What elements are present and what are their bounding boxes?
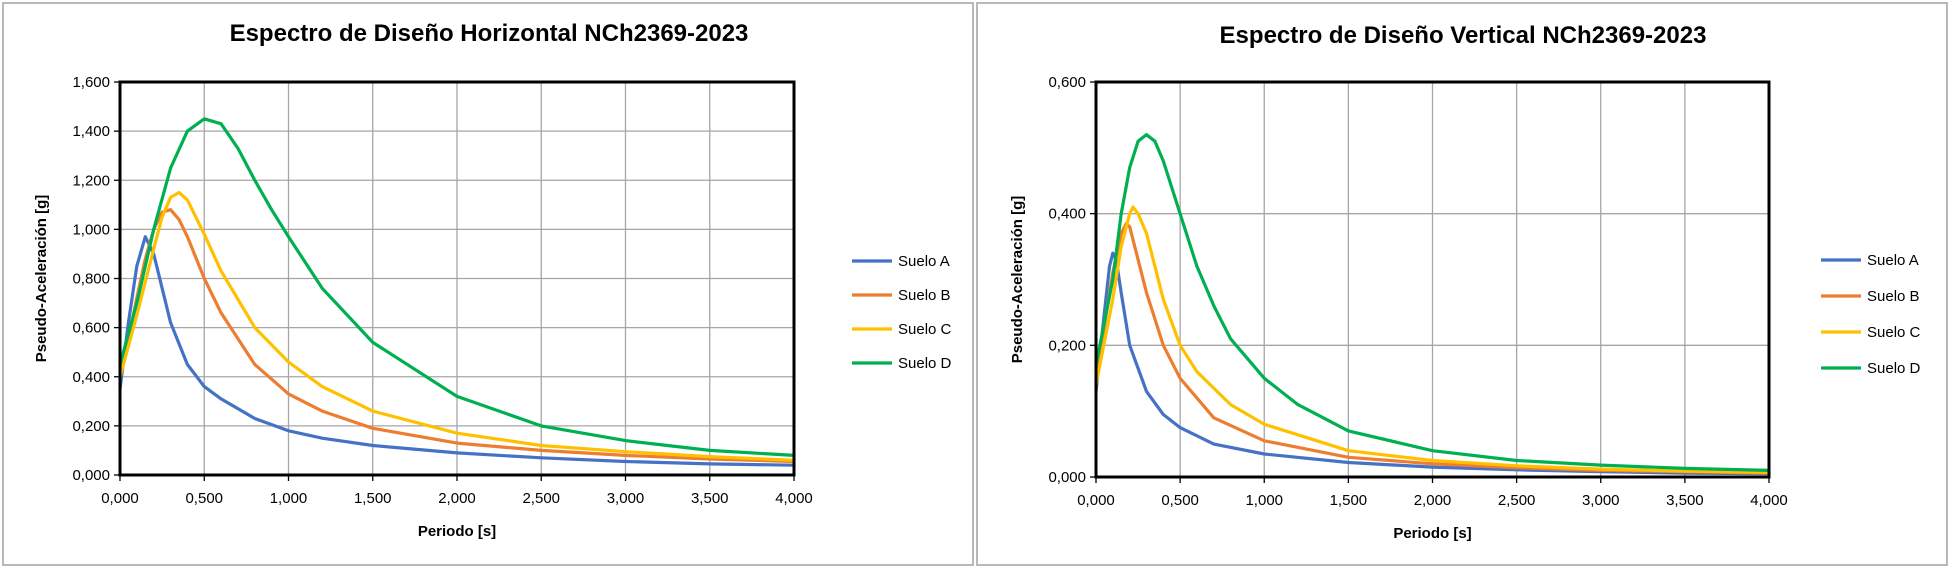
- legend-label-suelo-a: Suelo A: [898, 253, 950, 270]
- y-tick-label: 0,800: [72, 271, 110, 288]
- series-lines: [1094, 133, 1771, 476]
- y-tick-label: 1,400: [72, 123, 110, 140]
- series-line-suelo-d: [118, 117, 796, 457]
- y-tick-label: 0,000: [1048, 469, 1086, 486]
- plot-frame: [1094, 80, 1771, 479]
- series-lines: [118, 117, 796, 467]
- legend-label-suelo-b: Suelo B: [898, 287, 951, 304]
- y-tick-label: 1,600: [72, 74, 110, 91]
- x-tick-label: 0,500: [1161, 492, 1199, 509]
- series-line-suelo-a: [118, 235, 796, 467]
- x-tick-label: 0,000: [1077, 492, 1115, 509]
- vertical-spectrum-panel: Espectro de Diseño Vertical NCh2369-2023…: [976, 2, 1948, 566]
- horizontal-spectrum-chart: Espectro de Diseño Horizontal NCh2369-20…: [33, 20, 952, 540]
- series-line-suelo-b: [1094, 221, 1771, 475]
- y-tick-label: 0,400: [1048, 206, 1086, 223]
- series-line-suelo-a: [1094, 251, 1771, 476]
- x-tick-label: 1,500: [1330, 492, 1368, 509]
- x-axis-label: Periodo [s]: [1393, 525, 1471, 542]
- x-tick-label: 3,500: [691, 490, 729, 507]
- gridlines: [1090, 81, 1770, 483]
- x-tick-label: 2,500: [1498, 492, 1536, 509]
- x-tick-label: 3,000: [1582, 492, 1620, 509]
- horizontal-spectrum-panel: Espectro de Diseño Horizontal NCh2369-20…: [2, 2, 974, 566]
- legend-label-suelo-c: Suelo C: [898, 321, 952, 338]
- chart-title: Espectro de Diseño Horizontal NCh2369-20…: [230, 20, 749, 47]
- y-tick-label: 0,200: [72, 418, 110, 435]
- gridlines: [114, 81, 795, 481]
- x-tick-label: 4,000: [775, 490, 813, 507]
- tick-labels: 0,000 0,500 1,000 1,500 2,000 2,500 3,000 3,500…: [1048, 74, 1787, 509]
- plot-frame: [118, 80, 796, 477]
- legend-label-suelo-b: Suelo B: [1867, 288, 1920, 305]
- y-tick-label: 0,600: [1048, 74, 1086, 91]
- y-axis-label: Pseudo-Aceleración [g]: [33, 195, 50, 363]
- x-tick-label: 3,000: [607, 490, 645, 507]
- y-tick-label: 0,400: [72, 369, 110, 386]
- x-tick-label: 2,000: [1414, 492, 1452, 509]
- series-line-suelo-c: [118, 190, 796, 462]
- chart-title: Espectro de Diseño Vertical NCh2369-2023: [1220, 22, 1707, 49]
- tick-labels: 0,000 0,500 1,000 1,500 2,000 2,500 3,000 3,500…: [72, 74, 812, 507]
- x-tick-label: 1,000: [270, 490, 308, 507]
- legend: Suelo A Suelo B Suelo C Suelo D: [1821, 252, 1921, 377]
- y-axis-label: Pseudo-Aceleración [g]: [1009, 196, 1026, 364]
- x-tick-label: 3,500: [1666, 492, 1704, 509]
- legend-label-suelo-c: Suelo C: [1867, 324, 1921, 341]
- y-tick-label: 0,600: [72, 320, 110, 337]
- series-line-suelo-d: [1094, 133, 1771, 472]
- y-tick-label: 1,200: [72, 172, 110, 189]
- x-tick-label: 1,000: [1245, 492, 1283, 509]
- x-tick-label: 0,500: [185, 490, 223, 507]
- x-tick-label: 1,500: [354, 490, 392, 507]
- y-tick-label: 0,000: [72, 467, 110, 484]
- x-tick-label: 4,000: [1750, 492, 1788, 509]
- y-tick-label: 0,200: [1048, 337, 1086, 354]
- legend-label-suelo-d: Suelo D: [898, 355, 952, 372]
- vertical-spectrum-chart: Espectro de Diseño Vertical NCh2369-2023…: [1009, 22, 1921, 542]
- x-tick-label: 2,000: [438, 490, 476, 507]
- series-line-suelo-c: [1094, 205, 1771, 474]
- x-axis-label: Periodo [s]: [418, 523, 496, 540]
- legend-label-suelo-d: Suelo D: [1867, 360, 1921, 377]
- legend-label-suelo-a: Suelo A: [1867, 252, 1919, 269]
- legend: Suelo A Suelo B Suelo C Suelo D: [852, 253, 952, 372]
- x-tick-label: 0,000: [101, 490, 139, 507]
- x-tick-label: 2,500: [522, 490, 560, 507]
- y-tick-label: 1,000: [72, 221, 110, 238]
